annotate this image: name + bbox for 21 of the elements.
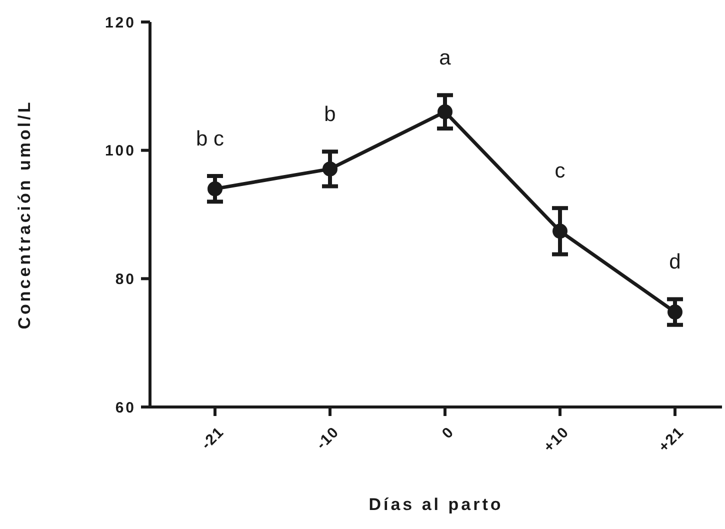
x-tick-label: -21 <box>198 424 228 453</box>
x-tick-label: +10 <box>540 424 573 456</box>
annotation: b <box>324 102 336 126</box>
point <box>668 304 682 320</box>
x-tick-label: -10 <box>313 424 343 453</box>
x-tick-label: +21 <box>655 424 688 456</box>
point <box>552 224 568 239</box>
annotation: b c <box>196 127 224 150</box>
y-tick-label: 120 <box>104 14 136 32</box>
point <box>322 161 338 176</box>
annotation: a <box>439 46 452 70</box>
y-tick-label: 100 <box>104 142 136 160</box>
x-axis-title: Días al parto <box>368 495 504 514</box>
y-tick-label: 60 <box>115 399 136 416</box>
x-tick-label: 0 <box>438 424 458 442</box>
y-axis-title: Concentración umol/L <box>15 100 34 330</box>
annotation: c <box>554 159 566 182</box>
point <box>438 104 452 120</box>
point <box>208 181 222 196</box>
annotation: d <box>669 250 681 274</box>
y-tick-label: 80 <box>115 270 136 288</box>
